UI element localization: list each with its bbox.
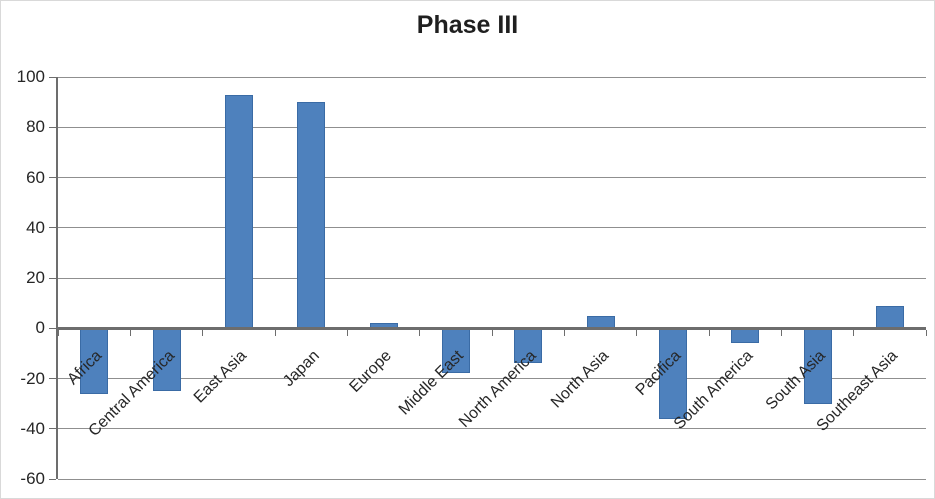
- x-axis-tick: [563, 329, 565, 336]
- y-axis-label: -20: [20, 368, 45, 388]
- x-axis-tick: [925, 329, 927, 336]
- bar-middle-east: [441, 328, 470, 374]
- bar-pacifica: [658, 328, 687, 419]
- y-axis-label: 20: [26, 268, 45, 287]
- gridline: [58, 177, 926, 178]
- x-axis-label-middle-east: Middle East: [395, 347, 468, 419]
- y-axis-tick: [49, 76, 56, 78]
- y-axis-label: 100: [16, 67, 45, 86]
- y-axis-label: 60: [26, 167, 45, 187]
- y-axis-label: 0: [35, 318, 45, 338]
- gridline: [58, 277, 926, 279]
- plot-area: 100 80 60 40 20 0 -20 -40 -60 Africa Central Ameri…: [17, 67, 927, 488]
- x-axis-line: [56, 326, 926, 330]
- y-axis-label: 80: [26, 117, 45, 137]
- bar-south-america: [731, 328, 760, 344]
- x-axis-tick: [491, 329, 493, 336]
- gridline: [58, 126, 926, 128]
- y-axis-tick: [49, 227, 56, 229]
- x-axis-tick: [708, 329, 710, 336]
- bar-southeast-asia: [875, 305, 904, 329]
- x-axis-tick: [129, 329, 131, 336]
- x-axis-label-north-asia: North Asia: [547, 347, 612, 412]
- x-axis-tick: [346, 329, 348, 336]
- gridline: [58, 227, 926, 229]
- y-axis-tick: [49, 277, 56, 279]
- chart-title: Phase III: [416, 11, 519, 39]
- gridline: [58, 76, 926, 78]
- x-axis-tick: [274, 329, 276, 336]
- bar-africa: [80, 328, 109, 394]
- y-axis-tick: [49, 327, 56, 329]
- x-axis-label-europe: Europe: [346, 347, 395, 397]
- x-axis-tick: [57, 329, 59, 336]
- y-axis-tick: [49, 478, 56, 480]
- y-axis-tick: [49, 126, 56, 128]
- y-axis-tick: [49, 378, 56, 379]
- y-axis-line: [56, 77, 58, 479]
- x-axis-tick: [636, 329, 638, 336]
- x-axis-label-japan: Japan: [279, 347, 323, 391]
- gridline: [58, 378, 926, 379]
- y-axis-label: -40: [20, 418, 45, 438]
- y-axis-tick: [49, 177, 56, 178]
- bar-central-america: [152, 328, 181, 392]
- bar-north-america: [514, 328, 543, 364]
- gridline: [58, 478, 926, 480]
- y-axis-label: -60: [20, 469, 45, 488]
- x-axis-tick: [780, 329, 782, 336]
- bar-japan: [297, 102, 326, 329]
- y-axis-tick: [49, 428, 56, 430]
- y-axis-label: 40: [26, 217, 45, 237]
- x-axis-tick: [419, 329, 421, 336]
- bar-east-asia: [224, 94, 253, 329]
- x-axis-tick: [853, 329, 855, 336]
- x-axis-tick: [202, 329, 204, 336]
- gridline: [58, 428, 926, 430]
